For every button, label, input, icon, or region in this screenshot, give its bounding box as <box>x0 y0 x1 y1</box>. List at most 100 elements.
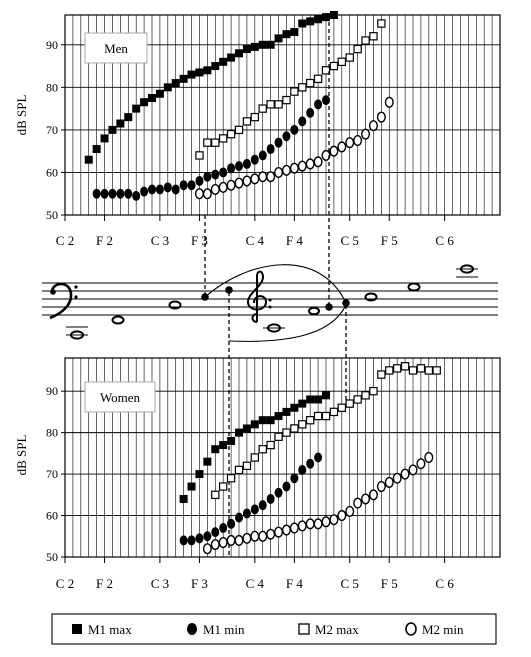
women-m2-min-point <box>234 534 244 546</box>
men-m1-min-point <box>116 188 125 199</box>
note-c6-whole <box>456 264 478 278</box>
men-m1-min-point <box>211 169 220 180</box>
women-m1-max-point <box>211 445 220 454</box>
men-m2-min-point <box>368 120 378 132</box>
women-m2-max-point <box>377 370 386 379</box>
women-m2-min-point <box>297 520 307 532</box>
men-m2-max-point <box>321 66 331 75</box>
men-m2-max-point <box>345 53 354 62</box>
men-x-tick-label: C 4 <box>246 233 265 248</box>
women-m1-max-point <box>290 403 299 412</box>
men-m1-min-point <box>171 184 180 195</box>
legend-frame <box>51 613 497 645</box>
women-x-tick-label: C 5 <box>341 576 359 591</box>
women-label-box <box>84 381 156 413</box>
women-m1-min-point <box>306 458 315 469</box>
men-m2-max-point <box>226 129 236 139</box>
men-m1-max-point <box>314 15 323 24</box>
men-m1-max-point <box>84 155 93 164</box>
note-c2-whole <box>66 326 88 340</box>
men-m2-max-point <box>211 138 220 147</box>
men-m2-max-point <box>242 117 252 126</box>
men-m1-min-point <box>314 99 323 110</box>
women-m2-max-point <box>361 391 370 400</box>
note-f5-whole <box>407 282 421 292</box>
women-m2-max-point <box>313 411 323 421</box>
note-c3-whole <box>168 300 182 310</box>
men-m2-min-point <box>305 158 315 170</box>
legend-label-m1-max: M1 max <box>88 622 132 637</box>
women-m2-max-point <box>226 474 236 483</box>
men-m2-min-point <box>202 188 212 200</box>
men-m1-max-point <box>124 113 133 122</box>
women-m2-max-point <box>392 364 402 373</box>
men-y-tick-label: 60 <box>46 165 58 179</box>
legend: M1 max M1 min M2 max M2 min <box>51 613 497 645</box>
women-panel-label: Women <box>100 390 141 405</box>
men-m1-max-point <box>187 70 196 79</box>
men-m1-max-point <box>329 11 338 19</box>
men-panel-label: Men <box>104 41 128 56</box>
note-f3-m2-filled <box>225 286 233 294</box>
men-m1-max-point <box>219 57 228 66</box>
men-m1-max-point <box>148 93 156 102</box>
women-m2-max-point <box>353 395 362 404</box>
men-m1-max-point <box>92 145 101 154</box>
women-m2-max-point <box>298 420 307 429</box>
women-m1-min-point <box>290 473 299 484</box>
men-m2-max-point <box>305 78 315 88</box>
note-f2-whole <box>111 315 125 325</box>
women-m1-max-point <box>179 494 188 503</box>
women-m2-max-point <box>321 411 331 421</box>
women-m2-min-point <box>376 481 386 493</box>
legend-label-m2-min: M2 min <box>422 622 464 637</box>
women-m2-max-point <box>385 366 394 375</box>
women-m1-max-point <box>203 457 212 466</box>
musical-staff <box>42 264 498 342</box>
men-m2-max-point <box>353 44 362 54</box>
women-m2-min-point <box>400 468 410 480</box>
men-m2-max-point <box>234 125 244 135</box>
note-f4-whole <box>308 306 320 316</box>
treble-clef-icon <box>246 270 272 323</box>
legend-item-m2-max: M2 max <box>298 622 359 637</box>
women-x-tick-label: C 3 <box>151 576 169 591</box>
men-m2-min-point <box>234 177 244 189</box>
women-m2-min-point <box>202 543 212 555</box>
men-m2-max-point <box>203 138 212 147</box>
legend-item-m1-max: M1 max <box>72 622 132 637</box>
men-m1-min-point <box>163 182 172 193</box>
men-m2-min-point <box>226 179 236 191</box>
women-m1-min-point <box>282 481 291 492</box>
women-m2-min-point <box>289 522 299 534</box>
women-m2-max-point <box>337 403 347 412</box>
women-y-tick-label: 80 <box>46 426 58 440</box>
men-m1-max-point <box>108 125 117 134</box>
women-m2-min-point <box>313 518 323 530</box>
men-m2-min-point <box>266 171 276 183</box>
men-m1-max-point <box>298 19 307 28</box>
men-m1-min-point <box>155 184 164 195</box>
women-m2-min-point <box>210 539 220 551</box>
women-y-axis-label: dB SPL <box>14 435 29 476</box>
men-m1-min-point <box>148 184 156 195</box>
men-m1-min-point <box>100 188 109 199</box>
men-plot-frame <box>64 14 501 216</box>
men-m2-min-point <box>281 164 291 176</box>
men-x-tick-label: F 2 <box>96 233 113 248</box>
men-m1-max-point <box>274 34 283 43</box>
men-m2-max-point <box>329 61 339 71</box>
men-panel: Men dB SPL 50 60 70 80 90 C 2 F 2 C 3 F 3 C 4 F 4… <box>14 11 501 248</box>
men-m2-min-point <box>329 145 339 157</box>
men-m1-min-point <box>242 158 251 169</box>
men-m1-max-point <box>282 30 291 39</box>
men-y-tick-label: 90 <box>46 38 58 52</box>
legend-marker-circle-open <box>405 622 417 636</box>
men-m1-max-point <box>235 49 243 58</box>
men-m1-max-point <box>155 89 164 98</box>
lower-connector-curve <box>228 304 347 342</box>
note-c5-whole <box>364 292 378 302</box>
men-m1-min-point <box>92 188 101 199</box>
women-m2-min-point <box>368 489 378 501</box>
